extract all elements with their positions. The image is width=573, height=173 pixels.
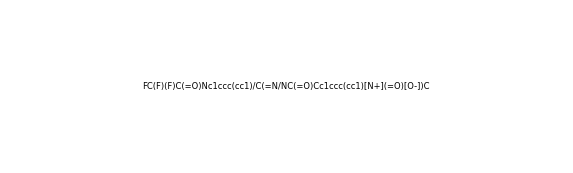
Text: FC(F)(F)C(=O)Nc1ccc(cc1)/C(=N/NC(=O)Cc1ccc(cc1)[N+](=O)[O-])C: FC(F)(F)C(=O)Nc1ccc(cc1)/C(=N/NC(=O)Cc1c… — [142, 82, 430, 91]
